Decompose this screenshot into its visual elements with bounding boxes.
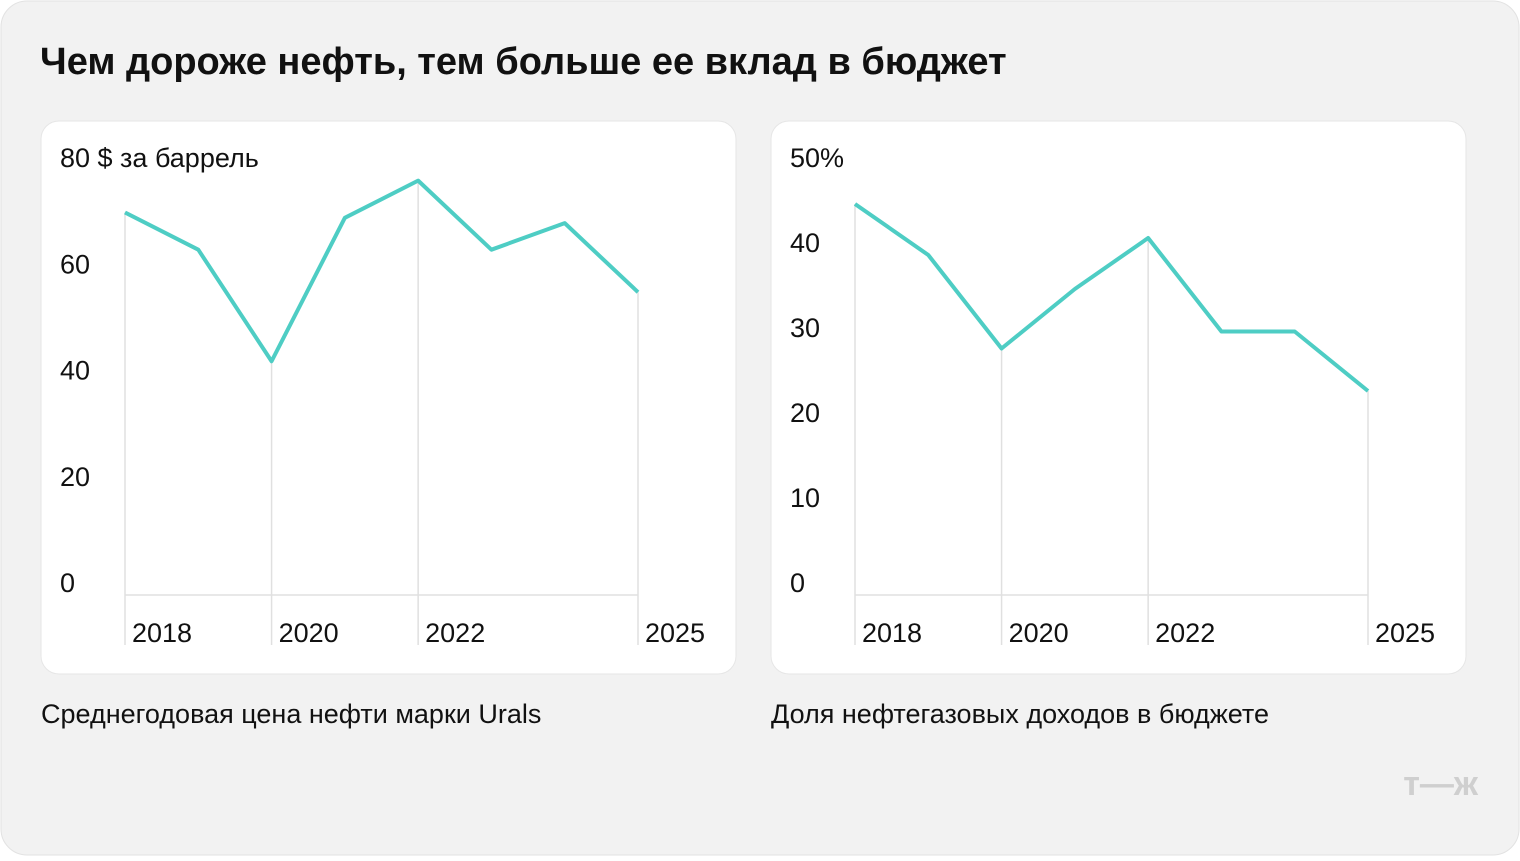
logo: т—ж	[1403, 765, 1479, 803]
x-tick-label: 2020	[1009, 618, 1069, 648]
y-tick-label: 40	[790, 228, 820, 258]
x-tick-label: 2020	[279, 618, 339, 648]
x-tick-label: 2022	[425, 618, 485, 648]
line	[853, 202, 1370, 393]
y-tick-label: 50%	[790, 143, 844, 173]
panel	[770, 120, 1467, 675]
y-tick-label: 60	[60, 249, 90, 279]
title: Чем дороже нефть, тем больше ее вклад в …	[40, 41, 1007, 83]
x-tick-label: 2018	[862, 618, 922, 648]
line	[124, 178, 640, 364]
y-tick-label: 30	[790, 313, 820, 343]
caption: Доля нефтегазовых доходов в бюджете	[771, 699, 1269, 729]
y-tick-label: 0	[790, 568, 805, 598]
x-tick-label: 2025	[645, 618, 705, 648]
y-tick-label: 10	[790, 483, 820, 513]
y-tick-label: 20	[60, 462, 90, 492]
y-tick-label: 0	[60, 568, 75, 598]
y-tick-label: 40	[60, 356, 90, 386]
y-tick-label: 80 $ за баррель	[60, 143, 259, 173]
y-tick-label: 20	[790, 398, 820, 428]
x-tick-label: 2025	[1375, 618, 1435, 648]
x-tick-label: 2022	[1155, 618, 1215, 648]
panel	[40, 120, 737, 675]
x-tick-label: 2018	[132, 618, 192, 648]
caption: Среднегодовая цена нефти марки Urals	[41, 699, 541, 729]
